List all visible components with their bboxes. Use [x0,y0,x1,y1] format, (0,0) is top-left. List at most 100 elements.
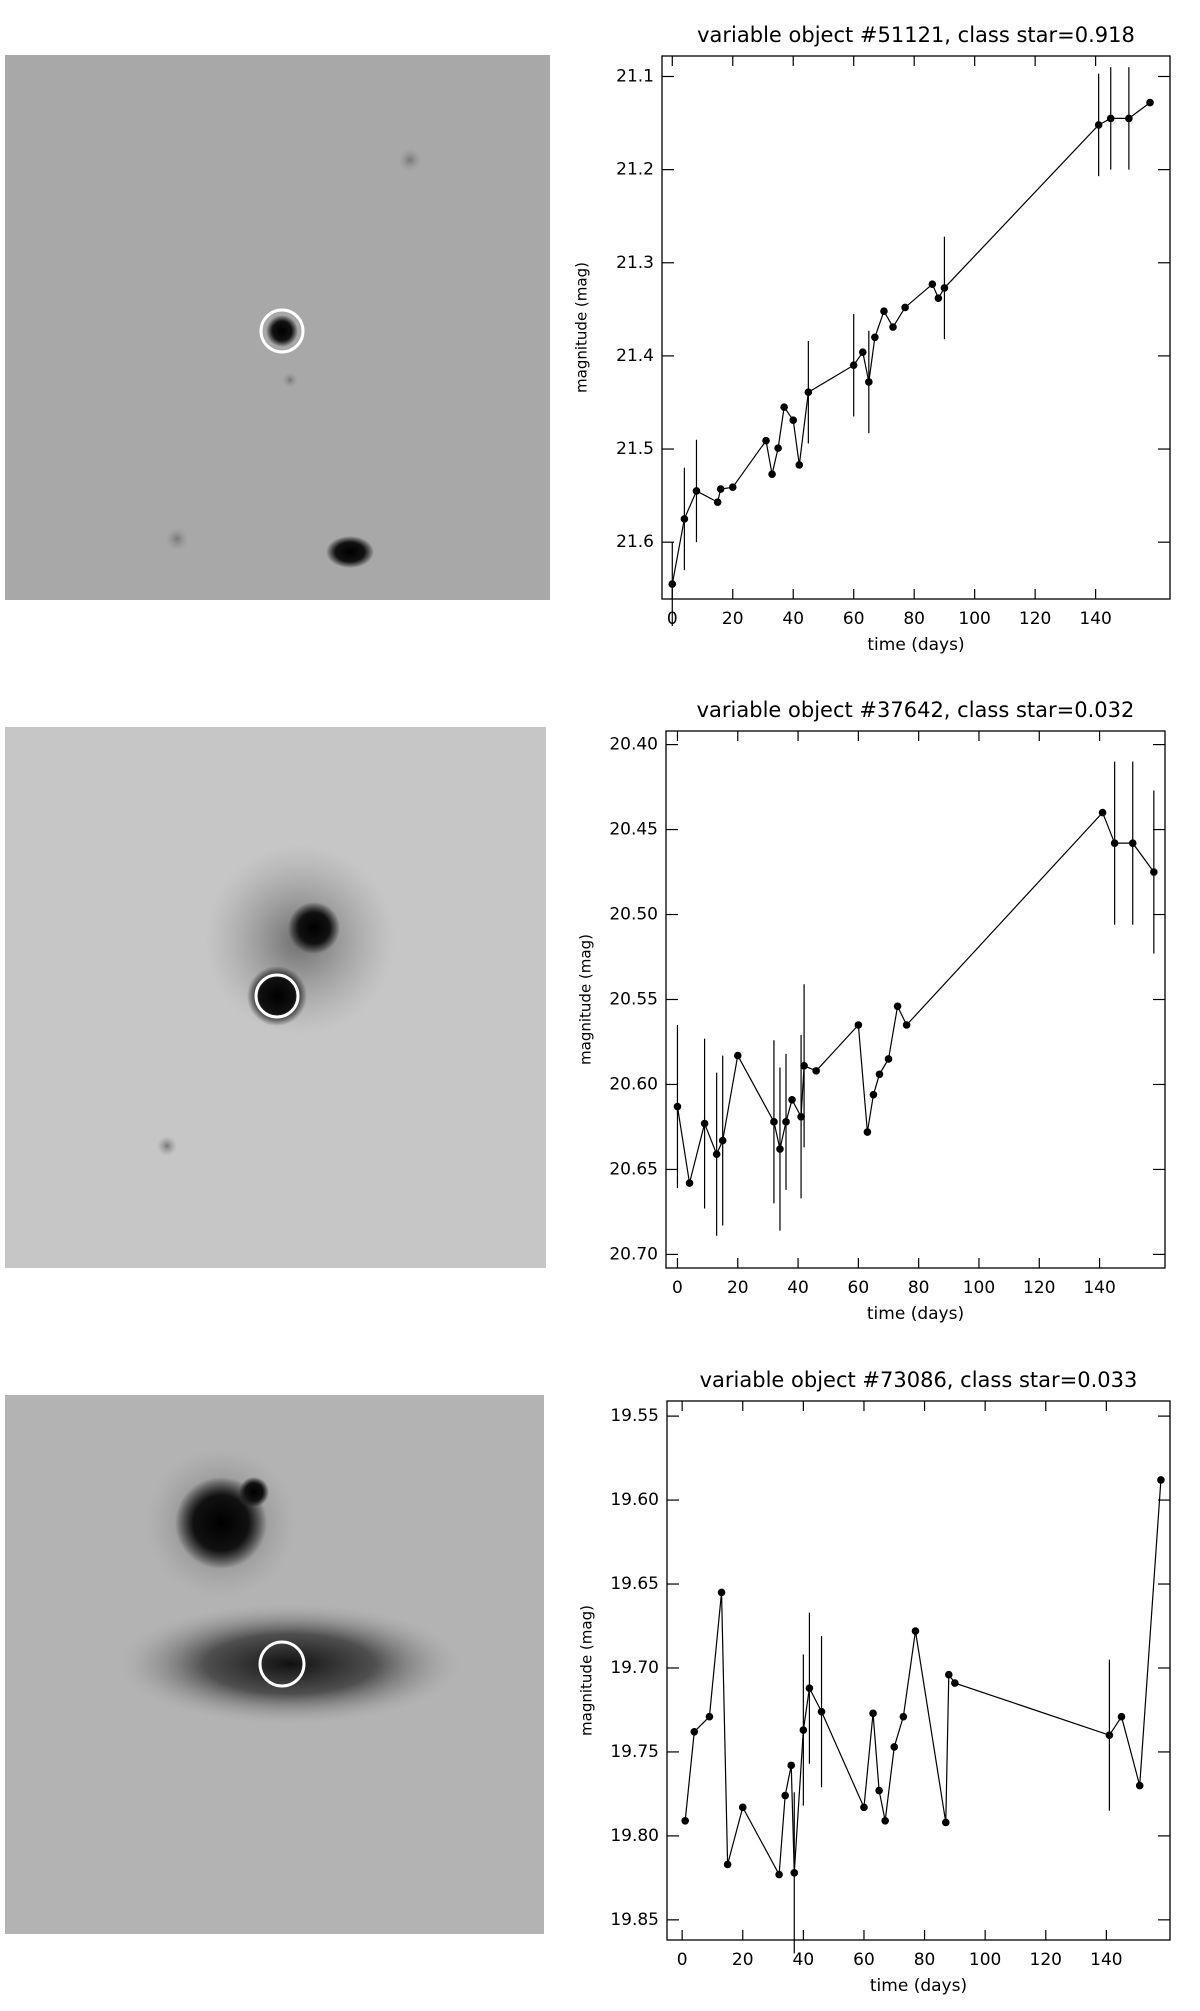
data-point [795,461,804,469]
data-point [1098,808,1107,817]
data-point [774,444,782,452]
data-point [780,403,788,411]
data-point [762,436,770,445]
data-point [1106,114,1115,123]
data-point [692,487,701,495]
target-circle [259,308,305,354]
x-tick-label: 120 [1030,1950,1062,1970]
y-tick-label: 19.65 [610,1574,659,1594]
image-blob [120,1604,460,1724]
data-point [668,580,677,588]
data-point [860,1803,868,1812]
light-curve [684,1479,1162,1877]
data-point [776,1145,784,1153]
data-point [789,416,798,424]
data-point [849,361,858,370]
x-tick-label: 120 [1023,1278,1055,1298]
data-point [901,303,909,312]
data-point [1117,1712,1126,1721]
y-tick-label: 19.80 [610,1826,659,1846]
data-point [797,1112,805,1121]
y-tick-label: 21.4 [616,346,654,366]
data-point [1135,1781,1144,1790]
data-point [928,280,937,288]
data-point [768,470,776,478]
x-tick-label: 140 [1079,609,1111,629]
data-point [712,1150,721,1158]
data-point [673,1102,682,1111]
data-point [790,1869,799,1877]
y-tick-label: 19.60 [610,1490,659,1510]
y-tick-label: 21.1 [616,66,654,86]
y-tick-label: 20.45 [609,820,658,840]
data-point [890,1743,899,1751]
data-point [705,1712,714,1721]
data-point [718,1136,727,1145]
data-point [875,1070,884,1079]
data-point [800,1061,808,1070]
chart-title: variable object #73086, class star=0.033 [700,1368,1138,1392]
image-blob [266,315,298,347]
y-tick-label: 21.2 [616,160,654,180]
data-point [863,1128,872,1136]
plot-frame [661,55,1171,600]
chart-title: variable object #37642, class star=0.032 [697,698,1135,722]
image-blob [282,372,298,388]
data-point [1125,114,1133,123]
image-panel-1 [5,55,550,600]
y-axis-label: magnitude (mag) [577,934,595,1065]
x-tick-label: 60 [843,609,865,629]
data-point [871,333,879,342]
y-tick-label: 19.70 [610,1658,659,1678]
x-tick-label: 120 [1019,609,1051,629]
data-point [893,1002,902,1011]
y-axis-label: magnitude (mag) [578,1605,596,1736]
x-tick-label: 40 [793,1950,815,1970]
y-tick-label: 19.75 [610,1742,659,1762]
data-point [700,1119,709,1128]
data-point [713,498,722,506]
data-point [1110,839,1119,847]
x-axis-label: time (days) [867,635,964,655]
x-tick-label: 100 [963,1278,995,1298]
x-tick-label: 100 [969,1950,1001,1970]
data-point [934,294,943,302]
y-tick-label: 20.40 [609,735,658,755]
x-tick-label: 80 [903,609,925,629]
data-point [681,1816,689,1825]
data-point [869,1709,877,1718]
data-point [738,1803,747,1812]
data-point [716,485,725,493]
x-tick-label: 20 [727,1278,749,1298]
data-point [869,1090,878,1099]
data-point [1128,839,1137,847]
y-axis-label: magnitude (mag) [573,262,591,393]
data-point [804,388,813,397]
x-tick-label: 100 [958,609,990,629]
data-point [940,284,949,292]
data-point [728,483,737,492]
data-point [690,1727,699,1736]
data-point [1157,1476,1165,1484]
y-tick-label: 20.70 [609,1244,658,1264]
data-point [865,378,873,386]
target-circle [258,1640,306,1688]
x-axis-label: time (days) [870,1976,967,1996]
x-axis-label: time (days) [867,1304,964,1324]
data-point [787,1761,796,1770]
data-point [723,1860,732,1869]
image-blob [239,1477,269,1507]
y-tick-label: 21.5 [616,439,654,459]
data-point [899,1712,908,1721]
x-tick-label: 80 [908,1278,930,1298]
x-tick-label: 0 [672,1278,683,1298]
data-point [854,1021,863,1029]
x-tick-label: 40 [782,609,804,629]
y-tick-label: 19.55 [610,1406,659,1426]
data-point [880,307,888,316]
data-point [685,1179,694,1187]
data-point [1105,1731,1114,1739]
data-point [805,1684,814,1692]
image-panel-2 [5,727,546,1268]
data-point [788,1095,796,1104]
